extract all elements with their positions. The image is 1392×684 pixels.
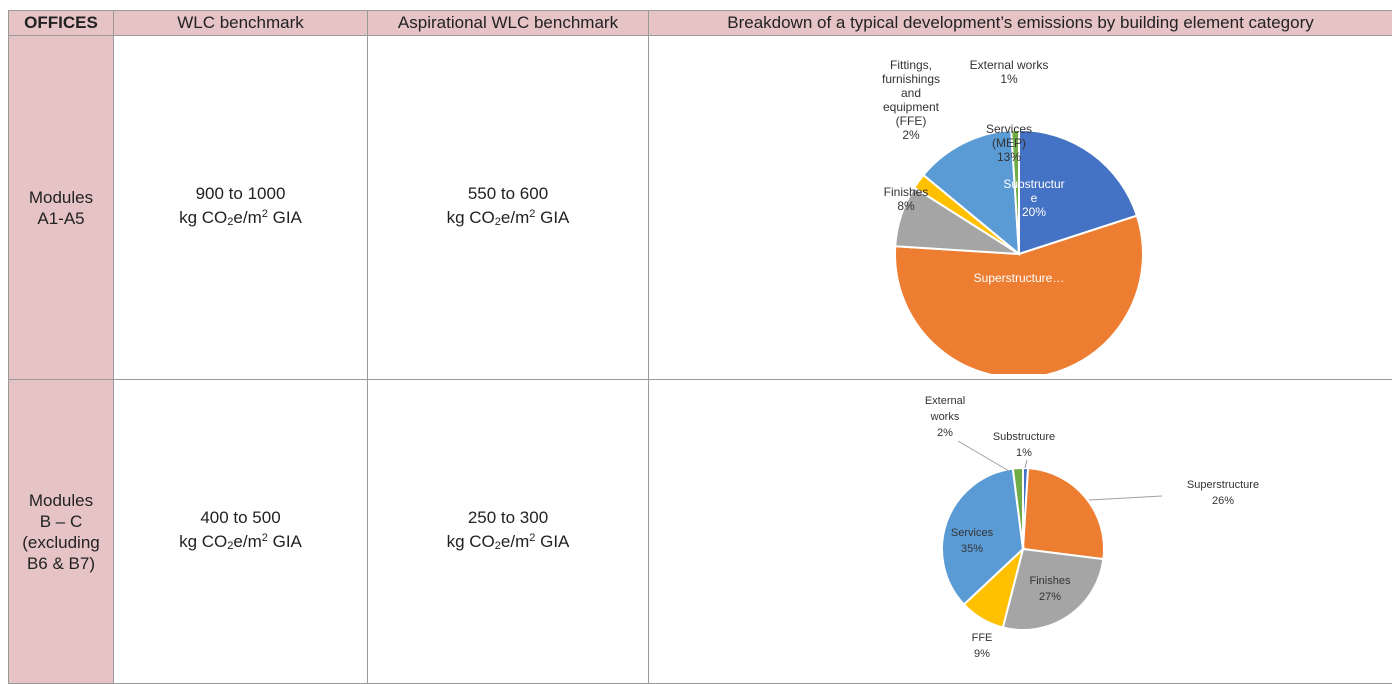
aspirational-benchmark-cell: 250 to 300 kg CO2e/m2 GIA [368, 380, 649, 684]
wlc-benchmark-cell: 400 to 500 kg CO2e/m2 GIA [114, 380, 368, 684]
row-label-line: Modules [9, 187, 113, 208]
leader-line-external-works [958, 441, 1009, 471]
table-row: Modules B – C (excluding B6 & B7) 400 to… [9, 380, 1392, 684]
wlc-range: 400 to 500 [114, 507, 367, 528]
row-label-line: Modules [9, 490, 113, 511]
header-breakdown: Breakdown of a typical development’s emi… [649, 11, 1392, 36]
leader-line-substructure [1025, 460, 1027, 468]
leader-line-superstructure [1089, 496, 1162, 500]
row-label: Modules B – C (excluding B6 & B7) [9, 380, 114, 684]
wlc-range: 900 to 1000 [114, 183, 367, 204]
pie-slice-superstructure [1023, 468, 1104, 559]
wlc-unit: kg CO2e/m2 GIA [114, 528, 367, 557]
benchmark-table: OFFICES WLC benchmark Aspirational WLC b… [8, 10, 1392, 684]
table-row: Modules A1-A5 900 to 1000 kg CO2e/m2 GIA… [9, 36, 1392, 380]
header-row: OFFICES WLC benchmark Aspirational WLC b… [9, 11, 1392, 36]
data-label-superstructure: Superstructure… [974, 271, 1065, 285]
aspirational-range: 250 to 300 [368, 507, 648, 528]
wlc-benchmark-cell: 900 to 1000 kg CO2e/m2 GIA [114, 36, 368, 380]
row-label-line: A1-A5 [9, 208, 113, 229]
wlc-unit: kg CO2e/m2 GIA [114, 204, 367, 233]
aspirational-unit: kg CO2e/m2 GIA [368, 204, 648, 233]
row-label: Modules A1-A5 [9, 36, 114, 380]
row-label-line: (excluding [9, 532, 113, 553]
row-label-line: B6 & B7) [9, 553, 113, 574]
aspirational-unit: kg CO2e/m2 GIA [368, 528, 648, 557]
row-label-line: B – C [9, 511, 113, 532]
header-wlc-benchmark: WLC benchmark [114, 11, 368, 36]
aspirational-benchmark-cell: 550 to 600 kg CO2e/m2 GIA [368, 36, 649, 380]
header-offices: OFFICES [9, 11, 114, 36]
header-aspirational-benchmark: Aspirational WLC benchmark [368, 11, 649, 36]
aspirational-range: 550 to 600 [368, 183, 648, 204]
